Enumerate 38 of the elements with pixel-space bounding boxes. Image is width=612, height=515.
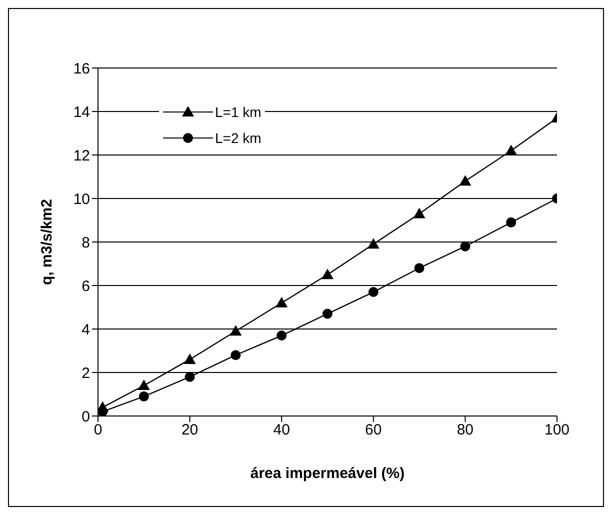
y-tick-label: 12 (73, 147, 90, 164)
legend-label: L=2 km (215, 130, 262, 146)
point (368, 287, 378, 298)
point (138, 391, 149, 402)
x-tick-label: 40 (273, 422, 290, 439)
x-tick-label: 20 (181, 422, 198, 439)
y-tick-label: 16 (73, 60, 90, 78)
point (414, 263, 424, 274)
y-tick-label: 0 (82, 408, 90, 426)
point (276, 296, 288, 308)
y-tick-label: 14 (73, 104, 90, 121)
legend-label: L=1 km (215, 104, 262, 120)
y-tick-label: 6 (82, 278, 90, 295)
point (367, 238, 380, 249)
y-axis-title: q, m3/s/km2 (38, 199, 56, 285)
x-axis-title: área impermeável (%) (250, 465, 405, 482)
y-tick-label: 4 (82, 321, 90, 338)
point (460, 241, 470, 252)
point (230, 350, 241, 360)
point (506, 217, 516, 228)
point (138, 380, 150, 390)
y-tick-label: 2 (82, 364, 90, 382)
point (230, 325, 242, 336)
point (322, 308, 332, 319)
x-tick-label: 100 (544, 422, 570, 439)
point (98, 401, 109, 412)
y-tick-label: 10 (73, 190, 90, 208)
x-tick-label: 0 (94, 422, 102, 439)
point (184, 353, 196, 364)
point (184, 372, 195, 382)
point (505, 144, 518, 156)
point (413, 208, 426, 218)
x-tick-label: 60 (365, 422, 382, 439)
point (322, 268, 334, 280)
point (276, 330, 287, 341)
x-tick-label: 80 (456, 422, 474, 439)
point (459, 175, 472, 186)
y-tick-label: 8 (82, 234, 90, 252)
